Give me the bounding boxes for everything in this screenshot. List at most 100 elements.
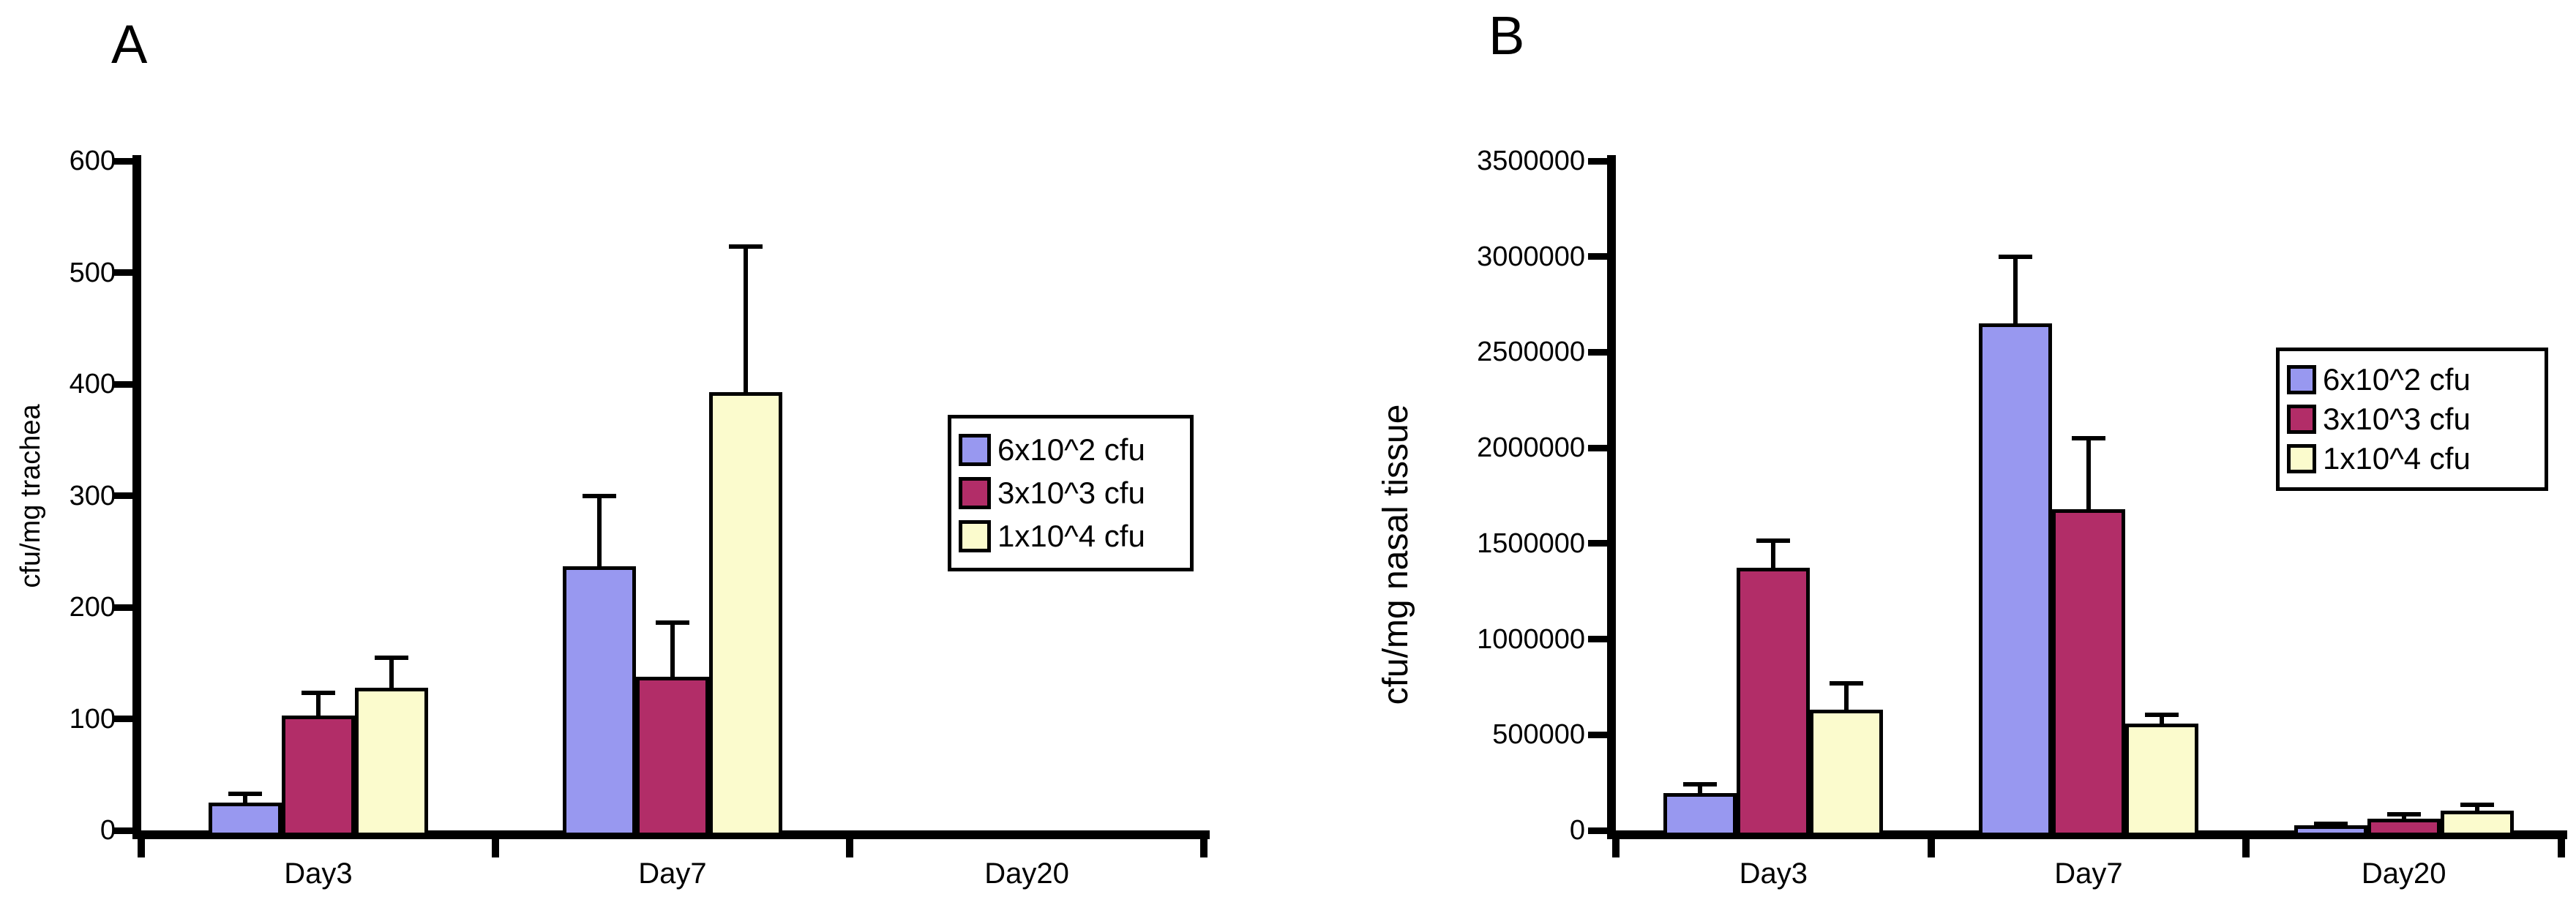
y-tick-label: 100 <box>69 703 116 735</box>
x-category-label: Day7 <box>638 857 707 890</box>
error-bar-stem <box>389 657 394 689</box>
error-bar-stem <box>670 623 675 678</box>
bar-day20-series1 <box>2294 825 2367 836</box>
bar-day3-series3 <box>1810 710 1884 836</box>
error-bar-stem <box>2474 804 2479 812</box>
x-tick-mark <box>1927 838 1935 857</box>
legend-item: 3x10^3 cfu <box>2287 404 2537 435</box>
error-bar-stem <box>2013 256 2018 326</box>
x-category-label: Day7 <box>2054 857 2123 890</box>
error-bar-stem <box>1771 540 1776 569</box>
y-tick-label: 200 <box>69 592 116 623</box>
y-tick-mark <box>1588 636 1607 643</box>
bar-day7-series3 <box>709 391 782 836</box>
y-axis-title-nasal-tissue: cfu/mg nasal tissue <box>1377 404 1415 705</box>
x-tick-mark <box>138 838 145 857</box>
error-bar-cap <box>583 493 616 498</box>
legend-item: 6x10^2 cfu <box>959 434 1183 466</box>
error-bar-cap <box>2145 712 2179 717</box>
error-bar-cap <box>656 620 689 626</box>
y-tick-mark <box>1588 540 1607 547</box>
legend-swatch <box>959 434 991 466</box>
legend: 6x10^2 cfu 3x10^3 cfu 1x10^4 cfu <box>2276 348 2548 491</box>
error-bar-cap <box>2072 436 2105 441</box>
error-bar-cap <box>2386 811 2421 816</box>
y-tick-label: 2500000 <box>1477 337 1585 368</box>
y-tick-mark <box>1588 827 1607 834</box>
y-tick-label: 500000 <box>1492 719 1585 751</box>
error-bar-stem <box>1844 683 1849 712</box>
error-bar-cap <box>228 791 262 796</box>
error-bar-cap <box>2460 802 2494 807</box>
y-tick-mark <box>113 492 132 499</box>
legend-swatch <box>2287 444 2316 473</box>
panel-letter-b: B <box>1489 5 1526 66</box>
y-tick-label: 0 <box>1569 815 1585 846</box>
legend-swatch <box>2287 405 2316 434</box>
bar-day20-series3 <box>2440 810 2514 836</box>
legend-swatch <box>959 477 991 509</box>
legend-label: 1x10^4 cfu <box>2323 441 2471 476</box>
error-bar-cap <box>1683 782 1718 787</box>
y-tick-mark <box>1588 731 1607 738</box>
panel-letter-a: A <box>111 14 149 75</box>
y-tick-mark <box>113 604 132 611</box>
y-tick-label: 400 <box>69 369 116 399</box>
y-tick-mark <box>1588 444 1607 451</box>
x-tick-mark <box>1612 838 1620 857</box>
error-bar-stem <box>597 495 602 568</box>
legend-item: 1x10^4 cfu <box>959 520 1183 552</box>
error-bar-cap <box>2313 821 2348 826</box>
error-bar-cap <box>1756 538 1791 543</box>
x-tick-mark <box>492 838 499 857</box>
bar-day20-series2 <box>2367 819 2441 836</box>
y-tick-label: 1000000 <box>1477 623 1585 655</box>
y-axis <box>1607 155 1616 839</box>
error-bar-stem <box>1698 784 1703 795</box>
bar-day7-series1 <box>1979 323 2052 836</box>
legend-item: 3x10^3 cfu <box>959 477 1183 509</box>
legend-swatch <box>2287 365 2316 394</box>
y-tick-label: 0 <box>100 815 116 846</box>
y-tick-label: 1500000 <box>1477 528 1585 559</box>
x-tick-mark <box>2242 838 2250 857</box>
legend-item: 1x10^4 cfu <box>2287 443 2537 474</box>
y-tick-mark <box>1588 253 1607 260</box>
x-tick-mark <box>2558 838 2565 857</box>
bar-day3-series1 <box>209 802 282 836</box>
x-tick-mark <box>846 838 853 857</box>
legend-swatch <box>959 520 991 552</box>
y-tick-mark <box>113 716 132 722</box>
x-tick-mark <box>1200 838 1208 857</box>
legend-label: 6x10^2 cfu <box>2323 362 2471 397</box>
bar-day3-series2 <box>1737 567 1811 836</box>
y-tick-label: 500 <box>69 257 116 288</box>
x-category-label: Day3 <box>1739 857 1808 890</box>
y-tick-label: 600 <box>69 146 116 176</box>
legend-label: 1x10^4 cfu <box>997 519 1145 553</box>
y-tick-mark <box>1588 348 1607 356</box>
y-tick-mark <box>113 269 132 276</box>
bar-day7-series1 <box>563 566 636 836</box>
y-tick-mark <box>1588 157 1607 165</box>
error-bar-stem <box>744 247 748 394</box>
error-bar-stem <box>2086 438 2091 511</box>
y-tick-mark <box>113 157 132 165</box>
bar-day3-series2 <box>282 715 355 836</box>
error-bar-cap <box>729 244 763 249</box>
y-tick-mark <box>113 827 132 834</box>
error-bar-cap <box>375 655 408 660</box>
y-tick-label: 2000000 <box>1477 432 1585 464</box>
bar-day7-series3 <box>2125 723 2198 836</box>
legend-item: 6x10^2 cfu <box>2287 364 2537 395</box>
y-tick-mark <box>113 380 132 388</box>
y-tick-label: 300 <box>69 480 116 511</box>
bar-day7-series2 <box>636 676 709 836</box>
bar-day3-series1 <box>1663 793 1737 836</box>
y-tick-label: 3500000 <box>1477 146 1585 176</box>
legend: 6x10^2 cfu 3x10^3 cfu 1x10^4 cfu <box>948 415 1194 571</box>
y-axis-title-trachea: cfu/mg trachea <box>15 404 46 588</box>
error-bar-stem <box>316 693 321 717</box>
x-category-label: Day20 <box>2361 857 2446 890</box>
